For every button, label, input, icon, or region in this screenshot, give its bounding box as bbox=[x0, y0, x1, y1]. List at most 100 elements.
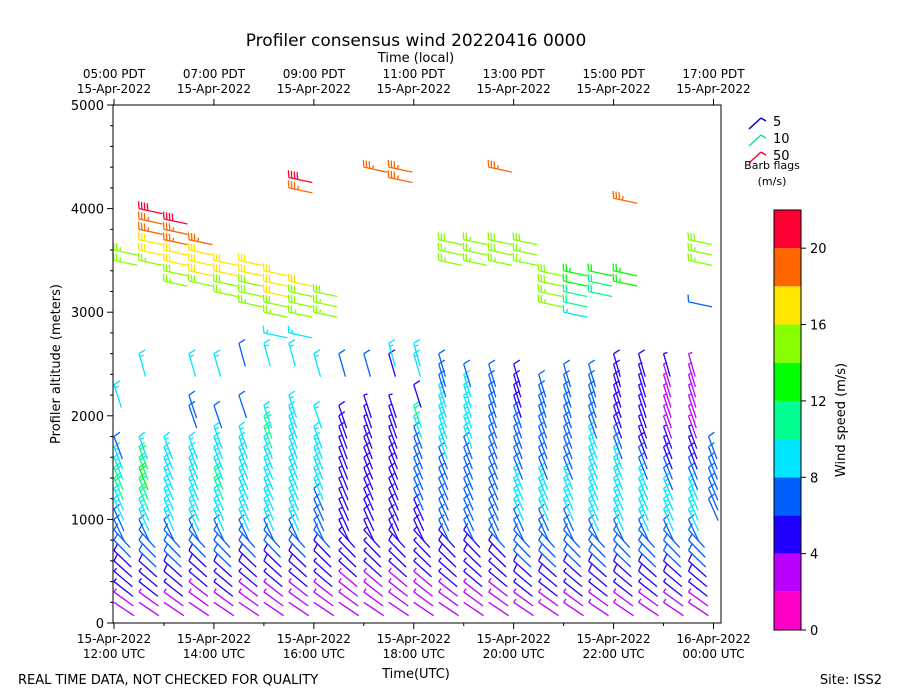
barb-feather bbox=[163, 503, 170, 510]
wind-barb bbox=[188, 578, 209, 597]
barb-shaft bbox=[313, 560, 333, 578]
barb-half-feather bbox=[163, 588, 167, 593]
barb-shaft bbox=[663, 560, 682, 578]
barb-shaft bbox=[113, 529, 131, 549]
barb-shaft bbox=[438, 394, 447, 419]
barb-feather bbox=[388, 338, 396, 344]
barb-shaft bbox=[463, 249, 488, 256]
barb-shaft bbox=[463, 363, 472, 388]
barb-shaft bbox=[288, 332, 313, 339]
wind-barb bbox=[387, 159, 413, 173]
barb-shaft bbox=[338, 488, 349, 511]
barb-feather bbox=[287, 325, 290, 333]
barb-shaft bbox=[637, 363, 647, 388]
barb-shaft bbox=[138, 498, 150, 521]
barb-half-feather bbox=[563, 598, 567, 603]
barb-shaft bbox=[313, 529, 331, 549]
barb-half-feather bbox=[169, 278, 172, 283]
wind-barb bbox=[213, 514, 225, 542]
wind-barb bbox=[512, 253, 538, 267]
colorbar-band bbox=[774, 362, 801, 401]
barb-shaft bbox=[463, 394, 472, 419]
barb-half-feather bbox=[689, 499, 694, 503]
barb-feather bbox=[618, 192, 621, 200]
barb-feather bbox=[263, 400, 271, 406]
barb-feather bbox=[440, 253, 443, 262]
barb-shaft bbox=[288, 290, 313, 298]
wind-barb bbox=[363, 517, 375, 542]
barb-half-feather bbox=[388, 567, 392, 572]
wind-barb bbox=[363, 503, 375, 532]
wind-barb bbox=[262, 304, 288, 318]
wind-barb bbox=[138, 533, 157, 558]
wind-barb bbox=[438, 523, 456, 549]
barb-shaft bbox=[288, 394, 298, 419]
wind-barb bbox=[288, 523, 306, 549]
barb-shaft bbox=[488, 477, 499, 501]
barb-half-feather bbox=[488, 588, 492, 593]
barb-feather bbox=[243, 264, 246, 273]
barb-shaft bbox=[613, 529, 631, 549]
barb-shaft bbox=[538, 560, 557, 578]
wind-barb bbox=[538, 369, 547, 398]
colorbar-band bbox=[774, 591, 801, 630]
legend-feather bbox=[760, 117, 767, 122]
barb-shaft bbox=[563, 581, 583, 597]
barb-shaft bbox=[188, 239, 213, 246]
wind-barb bbox=[113, 543, 132, 568]
barb-shaft bbox=[688, 529, 706, 549]
barb-half-feather bbox=[172, 227, 175, 232]
barb-feather bbox=[168, 254, 171, 262]
barb-feather bbox=[463, 543, 468, 551]
barb-shaft bbox=[563, 374, 572, 398]
barb-feather bbox=[240, 295, 243, 303]
barb-half-feather bbox=[163, 578, 167, 582]
barb-shaft bbox=[488, 384, 497, 408]
barb-feather bbox=[663, 503, 670, 510]
barb-shaft bbox=[463, 570, 483, 588]
barb-shaft bbox=[513, 249, 538, 256]
barb-shaft bbox=[463, 508, 475, 532]
wind-barb bbox=[662, 523, 681, 549]
barb-shaft bbox=[263, 270, 288, 277]
barb-feather bbox=[243, 285, 246, 293]
barb-feather bbox=[288, 503, 295, 510]
barb-half-feather bbox=[188, 567, 193, 572]
wind-barb bbox=[138, 514, 150, 542]
barb-feather bbox=[163, 564, 168, 572]
barb-shaft bbox=[163, 488, 175, 511]
barb-shaft bbox=[113, 519, 125, 542]
wind-barb bbox=[288, 554, 308, 578]
wind-barb bbox=[163, 543, 182, 568]
barb-feather bbox=[513, 554, 518, 562]
barb-half-feather bbox=[518, 247, 522, 252]
barb-feather bbox=[613, 543, 618, 551]
barb-half-feather bbox=[663, 351, 668, 355]
barb-shaft bbox=[538, 425, 548, 449]
barb-shaft bbox=[388, 353, 397, 377]
legend-barb bbox=[748, 151, 762, 164]
barb-shaft bbox=[263, 488, 274, 511]
wind-barb bbox=[262, 284, 288, 298]
barb-feather bbox=[137, 222, 140, 230]
x-axis-label: Time(UTC) bbox=[381, 667, 450, 682]
wind-barb bbox=[363, 567, 383, 588]
barb-feather bbox=[162, 211, 165, 220]
barb-half-feather bbox=[371, 164, 375, 170]
barb-shaft bbox=[413, 550, 432, 568]
barb-feather bbox=[140, 201, 143, 210]
barb-shaft bbox=[113, 259, 138, 267]
colorbar-band bbox=[774, 324, 801, 363]
barb-shaft bbox=[263, 601, 285, 617]
barb-shaft bbox=[513, 591, 534, 607]
barb-half-feather bbox=[214, 499, 220, 503]
wind-barb bbox=[288, 503, 300, 532]
barb-shaft bbox=[113, 436, 124, 460]
wind-barb bbox=[212, 253, 238, 267]
barb-shaft bbox=[463, 498, 475, 521]
barb-shaft bbox=[613, 591, 634, 607]
barb-feather bbox=[537, 273, 540, 282]
barb-shaft bbox=[188, 405, 198, 429]
barb-shaft bbox=[338, 467, 349, 491]
barb-half-feather bbox=[413, 588, 417, 593]
